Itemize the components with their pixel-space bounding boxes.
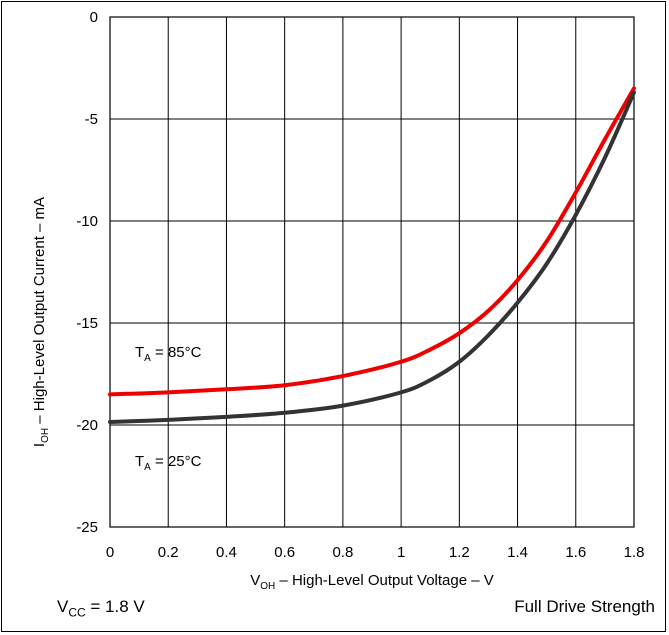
plot-border — [109, 16, 635, 528]
y-tick-label: -15 — [76, 315, 98, 332]
supply-voltage-note: VCC = 1.8 V — [57, 597, 145, 620]
y-tick-label: 0 — [90, 9, 98, 26]
x-tick-label: 0 — [106, 544, 114, 561]
tick-labels: 0 0.2 0.4 0.6 0.8 1 1.2 1.4 1.6 1.8 0 -5 -10 -15 -20 -2… — [76, 9, 644, 561]
x-tick-label: 0.6 — [274, 544, 295, 561]
series-line-0 — [108, 86, 636, 397]
y-axis-label: IOH – High-Level Output Current – mA — [31, 197, 51, 447]
x-tick-label: 0.4 — [216, 544, 237, 561]
x-tick-label: 1.8 — [624, 544, 645, 561]
y-tick-label: -20 — [76, 417, 98, 434]
series-label-25c: TA = 25°C — [135, 453, 202, 473]
series-lines — [108, 86, 636, 424]
series-line-1 — [108, 90, 636, 424]
x-tick-label: 0.8 — [332, 544, 353, 561]
drive-strength-note: Full Drive Strength — [514, 597, 655, 616]
series-label-85c: TA = 85°C — [135, 344, 202, 364]
grid — [109, 16, 635, 528]
x-tick-label: 1 — [397, 544, 405, 561]
x-tick-label: 1.6 — [565, 544, 586, 561]
y-tick-label: -10 — [76, 213, 98, 230]
x-tick-label: 1.4 — [507, 544, 528, 561]
x-axis-label: VOH – High-Level Output Voltage – V — [250, 572, 494, 592]
x-tick-label: 0.2 — [158, 544, 179, 561]
y-tick-label: -5 — [85, 111, 98, 128]
x-tick-label: 1.2 — [449, 544, 470, 561]
y-tick-label: -25 — [76, 519, 98, 536]
